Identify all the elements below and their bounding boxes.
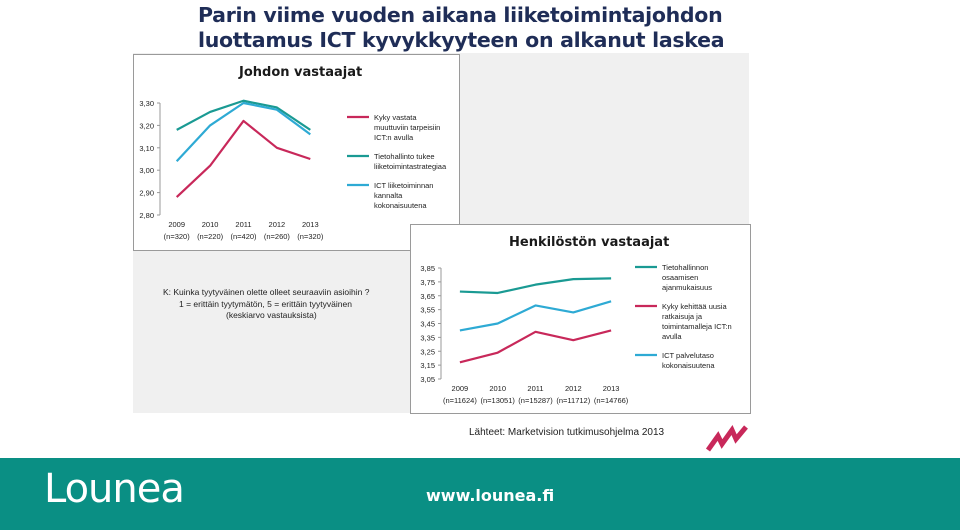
x-tick-sublabel: (n=14766) — [594, 396, 629, 405]
x-tick-sublabel: (n=11624) — [443, 396, 477, 405]
footer-bar — [0, 458, 960, 530]
slide-title: Parin viime vuoden aikana liiketoimintaj… — [198, 3, 725, 53]
chart-staff: 3,05 3,15 3,25 3,35 3,45 3,55 3,65 3,75 3,85 2009… — [420, 263, 732, 405]
legend-label-1: muuttuviin tarpeisiin — [374, 123, 440, 132]
legend-label-3: ICT palvelutaso — [662, 351, 714, 360]
legend-label-1: osaamisen — [662, 273, 698, 282]
x-tick-label: 2011 — [235, 220, 251, 229]
x-tick-sublabel: (n=320) — [297, 232, 324, 241]
x-tick-label: 2010 — [489, 384, 506, 393]
y-tick-label: 3,15 — [420, 361, 435, 370]
x-tick-sublabel: (n=13051) — [480, 396, 515, 405]
x-tick-sublabel: (n=320) — [164, 232, 191, 241]
y-tick-label: 3,00 — [139, 166, 154, 175]
y-tick-label: 3,45 — [420, 320, 435, 329]
y-tick-label: 3,35 — [420, 333, 435, 342]
x-tick-label: 2009 — [452, 384, 469, 393]
legend-label-2: toimintamalleja ICT:n — [662, 322, 732, 331]
series-line-2 — [176, 99, 311, 131]
x-tick-label: 2012 — [565, 384, 582, 393]
x-tick-label: 2010 — [202, 220, 219, 229]
survey-question: K: Kuinka tyytyväinen olette olleet seur… — [163, 287, 369, 322]
zigzag-logo-icon — [706, 425, 748, 452]
legend-label-2: Tietohallinto tukee — [374, 152, 435, 161]
chart-management: 2,80 2,90 3,00 3,10 3,20 3,30 2009 (n=320) 2010 (… — [139, 99, 447, 241]
x-tick-sublabel: (n=260) — [264, 232, 291, 241]
y-tick-label: 2,90 — [139, 189, 154, 198]
y-tick-label: 3,75 — [420, 278, 435, 287]
x-tick-sublabel: (n=15287) — [518, 396, 553, 405]
series-line-1 — [459, 277, 612, 295]
x-tick-sublabel: (n=420) — [230, 232, 257, 241]
legend-label-2: liiketoimintastrategiaa — [374, 162, 447, 171]
legend-label-1: ICT:n avulla — [374, 133, 414, 142]
x-tick-label: 2011 — [527, 384, 543, 393]
legend-label-2: Kyky kehittää uusia — [662, 302, 727, 311]
chart-panel-management: Johdon vastaajat 2,80 2,90 3,00 3,10 3,20 3,3… — [133, 54, 460, 251]
y-tick-label: 3,30 — [139, 99, 154, 108]
question-line-2: 1 = erittäin tyytymätön, 5 = erittäin ty… — [179, 298, 352, 309]
y-tick-label: 3,10 — [139, 144, 154, 153]
y-tick-label: 3,20 — [139, 121, 154, 130]
y-tick-label: 3,55 — [420, 306, 435, 315]
x-tick-label: 2013 — [603, 384, 620, 393]
y-tick-label: 3,05 — [420, 375, 435, 384]
x-tick-label: 2012 — [269, 220, 286, 229]
x-tick-label: 2009 — [168, 220, 185, 229]
legend-label-3: ICT liiketoiminnan — [374, 181, 433, 190]
x-tick-sublabel: (n=220) — [197, 232, 224, 241]
brand-logo: Lounea — [44, 466, 185, 512]
y-tick-label: 2,80 — [139, 211, 154, 220]
source-note: Lähteet: Marketvision tutkimusohjelma 20… — [469, 427, 665, 438]
chart-title-staff: Henkilöstön vastaajat — [509, 235, 670, 250]
chart-panel-staff: Henkilöstön vastaajat 3,05 3,15 3,25 3,35 3,… — [410, 224, 751, 414]
title-line-1: Parin viime vuoden aikana liiketoimintaj… — [198, 3, 723, 27]
legend-label-3: kokonaisuutena — [662, 361, 715, 370]
series-line-3 — [175, 101, 311, 162]
y-tick-label: 3,65 — [420, 292, 435, 301]
legend-label-1: Tietohallinnon — [662, 263, 708, 272]
y-tick-label: 3,25 — [420, 347, 435, 356]
legend-label-2: avulla — [662, 332, 682, 341]
x-tick-sublabel: (n=11712) — [556, 396, 590, 405]
legend-label-1: ajanmukaisuus — [662, 283, 712, 292]
legend-label-1: Kyky vastata — [374, 113, 417, 122]
title-line-2: luottamus ICT kyvykkyyteen on alkanut la… — [198, 28, 725, 52]
question-line-3: (keskiarvo vastauksista) — [226, 310, 317, 320]
y-tick-label: 3,85 — [420, 264, 435, 273]
series-line-3 — [459, 300, 612, 332]
legend-label-2: ratkaisuja ja — [662, 312, 703, 321]
website-link[interactable]: www.lounea.fi — [426, 486, 555, 505]
chart-title-management: Johdon vastaajat — [239, 65, 363, 80]
x-tick-label: 2013 — [302, 220, 319, 229]
legend-label-3: kokonaisuutena — [374, 201, 427, 210]
series-line-1 — [175, 119, 311, 198]
question-line-1: K: Kuinka tyytyväinen olette olleet seur… — [163, 287, 370, 297]
series-line-2 — [459, 329, 612, 364]
legend-label-3: kannalta — [374, 191, 403, 200]
